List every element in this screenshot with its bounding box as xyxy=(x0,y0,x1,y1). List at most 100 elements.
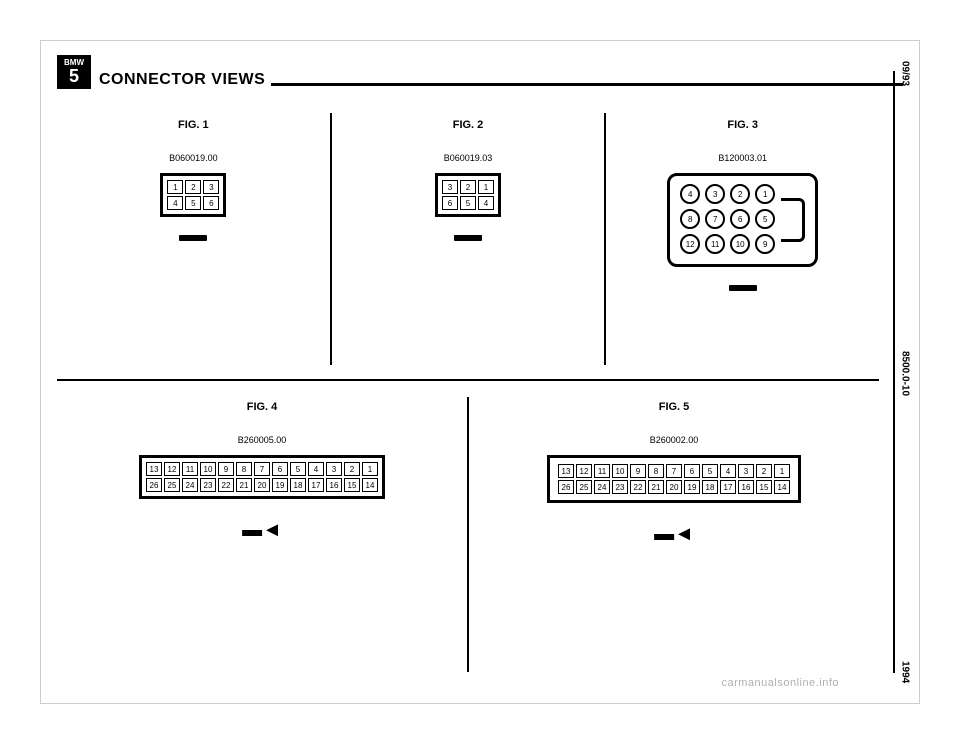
page-title: CONNECTOR VIEWS xyxy=(99,71,265,89)
fig5-title: FIG. 5 xyxy=(659,401,690,413)
side-pageno: 8500.0-10 xyxy=(900,351,911,396)
pin: 12 xyxy=(576,464,592,478)
pin: 1 xyxy=(478,180,494,194)
pin: 17 xyxy=(720,480,736,494)
fig3-grid: 432187651211109 xyxy=(680,184,777,256)
fig4-title: FIG. 4 xyxy=(247,401,278,413)
round-pin: 9 xyxy=(755,234,775,254)
pin: 2 xyxy=(756,464,772,478)
pin: 22 xyxy=(630,480,646,494)
fig3-title: FIG. 3 xyxy=(727,119,758,131)
title-rule xyxy=(271,83,903,86)
pin: 13 xyxy=(146,462,162,476)
fig4-cell: FIG. 4 B260005.00 1312111098765432126252… xyxy=(57,381,467,687)
pin: 4 xyxy=(720,464,736,478)
pin: 6 xyxy=(684,464,700,478)
fig4-part: B260005.00 xyxy=(238,435,287,445)
fig5-grid: 1312111098765432126252423222120191817161… xyxy=(558,464,790,494)
pin: 1 xyxy=(774,464,790,478)
fig2-part: B060019.03 xyxy=(444,153,493,163)
pin: 7 xyxy=(666,464,682,478)
pin: 8 xyxy=(648,464,664,478)
pin: 15 xyxy=(756,480,772,494)
bmw-logo: BMW 5 xyxy=(57,55,91,89)
fig1-cell: FIG. 1 B060019.00 123456 xyxy=(57,99,330,379)
pin: 10 xyxy=(612,464,628,478)
pin: 23 xyxy=(200,478,216,492)
fig4-connector: 1312111098765432126252423222120191817161… xyxy=(139,455,385,499)
round-pin: 11 xyxy=(705,234,725,254)
pin: 2 xyxy=(460,180,476,194)
pin: 17 xyxy=(308,478,324,492)
pin: 8 xyxy=(236,462,252,476)
pin: 21 xyxy=(648,480,664,494)
watermark: carmanualsonline.info xyxy=(721,677,839,689)
pin: 22 xyxy=(218,478,234,492)
pin: 5 xyxy=(460,196,476,210)
fig1-part: B060019.00 xyxy=(169,153,218,163)
pin: 26 xyxy=(558,480,574,494)
fig3-marker xyxy=(729,285,757,291)
pin: 4 xyxy=(478,196,494,210)
round-pin: 5 xyxy=(755,209,775,229)
side-date: 09/93 xyxy=(900,61,911,86)
row-bottom: FIG. 4 B260005.00 1312111098765432126252… xyxy=(57,381,879,687)
pin: 11 xyxy=(182,462,198,476)
fig4-grid: 1312111098765432126252423222120191817161… xyxy=(146,462,378,492)
pin: 19 xyxy=(684,480,700,494)
round-pin: 6 xyxy=(730,209,750,229)
fig1-grid: 123456 xyxy=(167,180,219,210)
pin: 5 xyxy=(290,462,306,476)
side-labels: 09/93 8500.0-10 1994 xyxy=(895,61,915,683)
pin: 7 xyxy=(254,462,270,476)
pin: 18 xyxy=(702,480,718,494)
fig1-title: FIG. 1 xyxy=(178,119,209,131)
pin: 3 xyxy=(326,462,342,476)
pin: 20 xyxy=(254,478,270,492)
pin: 13 xyxy=(558,464,574,478)
page-frame: BMW 5 CONNECTOR VIEWS 09/93 8500.0-10 19… xyxy=(40,40,920,704)
pin: 2 xyxy=(185,180,201,194)
fig2-cell: FIG. 2 B060019.03 321654 xyxy=(332,99,605,379)
pin: 15 xyxy=(344,478,360,492)
fig5-cell: FIG. 5 B260002.00 1312111098765432126252… xyxy=(469,381,879,687)
pin: 21 xyxy=(236,478,252,492)
fig3-connector: 432187651211109 xyxy=(667,173,818,267)
round-pin: 2 xyxy=(730,184,750,204)
content-area: FIG. 1 B060019.00 123456 FIG. 2 B060019.… xyxy=(57,99,879,687)
pin: 23 xyxy=(612,480,628,494)
fig1-connector: 123456 xyxy=(160,173,226,217)
pin: 14 xyxy=(774,480,790,494)
pin: 20 xyxy=(666,480,682,494)
logo-text-bottom: 5 xyxy=(69,67,79,85)
pin: 16 xyxy=(326,478,342,492)
fig2-connector: 321654 xyxy=(435,173,501,217)
pin: 26 xyxy=(146,478,162,492)
pin: 1 xyxy=(362,462,378,476)
pin: 3 xyxy=(203,180,219,194)
fig5-housing: 1312111098765432126252423222120191817161… xyxy=(547,455,801,503)
round-pin: 12 xyxy=(680,234,700,254)
fig3-cell: FIG. 3 B120003.01 432187651211109 xyxy=(606,99,879,379)
pin: 25 xyxy=(576,480,592,494)
fig2-title: FIG. 2 xyxy=(453,119,484,131)
header: BMW 5 CONNECTOR VIEWS xyxy=(57,55,903,89)
round-pin: 3 xyxy=(705,184,725,204)
round-pin: 10 xyxy=(730,234,750,254)
fig1-marker xyxy=(179,235,207,241)
side-year: 1994 xyxy=(900,661,911,683)
fig3-tab xyxy=(781,198,805,242)
pin: 4 xyxy=(167,196,183,210)
pin: 9 xyxy=(218,462,234,476)
pin: 6 xyxy=(272,462,288,476)
pin: 16 xyxy=(738,480,754,494)
pin: 5 xyxy=(702,464,718,478)
pin: 19 xyxy=(272,478,288,492)
pin: 10 xyxy=(200,462,216,476)
pin: 5 xyxy=(185,196,201,210)
fig5-part: B260002.00 xyxy=(650,435,699,445)
pin: 9 xyxy=(630,464,646,478)
pin: 24 xyxy=(182,478,198,492)
pin: 6 xyxy=(203,196,219,210)
fig2-marker xyxy=(454,235,482,241)
